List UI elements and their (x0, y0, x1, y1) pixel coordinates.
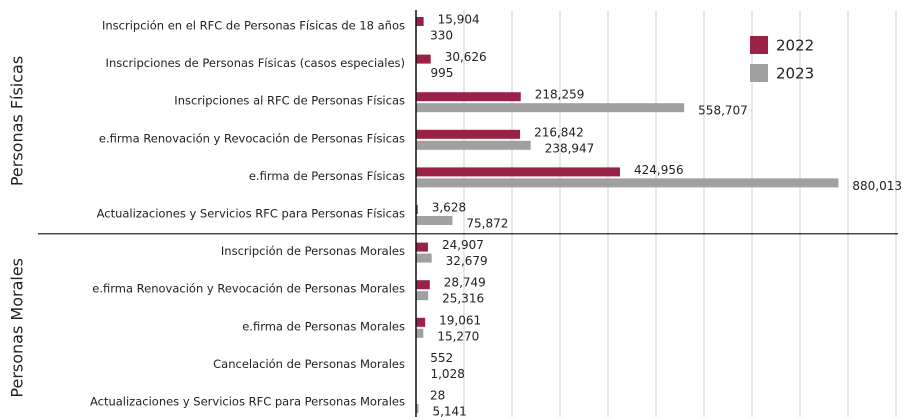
value-label: 32,679 (446, 254, 488, 268)
value-label: 28 (430, 389, 445, 403)
category-label: Inscripción en el RFC de Personas Física… (102, 19, 405, 33)
category-label: e.firma de Personas Morales (242, 319, 405, 333)
bar (416, 205, 418, 214)
value-label: 3,628 (432, 201, 466, 215)
bar (416, 103, 685, 113)
legend-label: 2023 (776, 65, 814, 83)
value-label: 15,270 (437, 329, 479, 343)
value-label: 995 (430, 66, 453, 80)
bar (416, 167, 620, 177)
legend-swatch (750, 36, 768, 54)
bar (416, 328, 424, 338)
bar (416, 129, 521, 139)
category-label: e.firma Renovación y Revocación de Perso… (92, 282, 405, 296)
category-label: Inscripciones al RFC de Personas Físicas (174, 94, 405, 108)
bar (416, 17, 424, 26)
value-label: 424,956 (634, 163, 684, 177)
bar (416, 291, 429, 301)
group-label: Personas Físicas (8, 56, 27, 186)
value-label: 238,947 (545, 141, 595, 155)
bar (416, 216, 453, 225)
category-label: Actualizaciones y Servicios RFC para Per… (97, 207, 405, 221)
category-label: Actualizaciones y Servicios RFC para Per… (90, 395, 405, 409)
bar (416, 253, 432, 263)
category-label: Inscripciones de Personas Físicas (casos… (106, 56, 405, 70)
value-label: 25,316 (442, 292, 484, 306)
value-label: 75,872 (466, 217, 508, 231)
bar (416, 317, 426, 327)
value-label: 216,842 (534, 125, 584, 139)
legend-swatch (750, 64, 768, 82)
group-label: Personas Morales (8, 258, 27, 398)
value-label: 19,061 (439, 313, 481, 327)
value-label: 330 (430, 29, 453, 43)
value-label: 1,028 (430, 367, 464, 381)
bar (416, 280, 430, 290)
bar (416, 178, 839, 188)
legend-label: 2022 (776, 37, 814, 55)
bar (416, 242, 428, 252)
value-label: 28,749 (444, 276, 486, 290)
value-label: 15,904 (438, 13, 480, 27)
value-label: 218,259 (535, 88, 585, 102)
bar (416, 92, 521, 102)
bar (416, 140, 531, 150)
bar (416, 54, 431, 64)
value-label: 880,013 (852, 179, 902, 193)
category-label: e.firma Renovación y Revocación de Perso… (99, 131, 405, 145)
value-label: 552 (430, 351, 453, 365)
value-label: 24,907 (442, 238, 484, 252)
bar (416, 404, 419, 413)
value-label: 558,707 (698, 104, 748, 118)
category-label: Cancelación de Personas Morales (213, 357, 405, 371)
category-label: e.firma de Personas Físicas (249, 169, 405, 183)
category-label: Inscripción de Personas Morales (221, 244, 405, 258)
value-label: 5,141 (432, 405, 466, 417)
value-label: 30,626 (445, 50, 487, 64)
